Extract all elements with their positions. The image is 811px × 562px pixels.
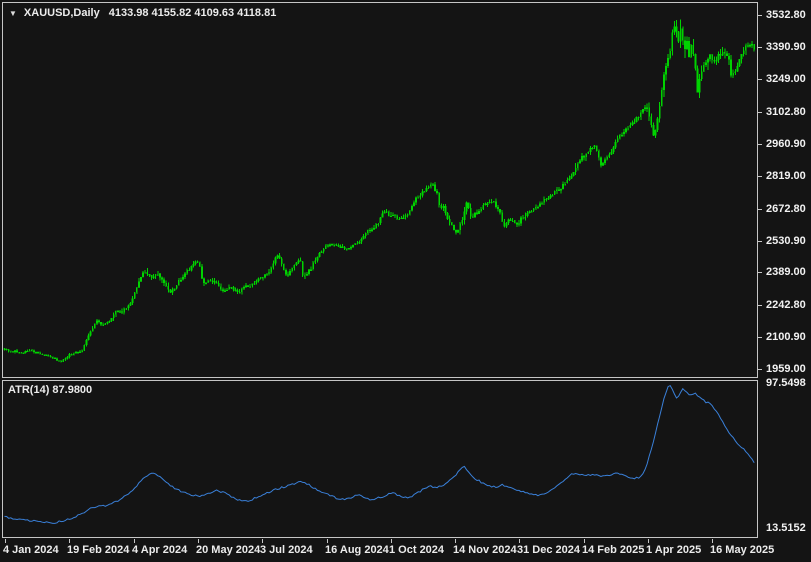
time-axis-label: 14 Feb 2025 bbox=[582, 544, 645, 556]
time-tick bbox=[134, 539, 135, 543]
atr-line-plot[interactable] bbox=[3, 381, 757, 537]
atr-min-label: 13.5152 bbox=[766, 522, 806, 534]
price-axis-label: 2819.00 bbox=[766, 170, 806, 182]
price-axis-label: 3249.00 bbox=[766, 73, 806, 85]
price-tick bbox=[757, 112, 762, 113]
time-axis-label: 1 Apr 2025 bbox=[646, 544, 702, 556]
atr-max-label: 97.5498 bbox=[766, 377, 806, 389]
ohlc-values: 4133.98 4155.82 4109.63 4118.81 bbox=[108, 7, 277, 19]
time-axis-label: 31 Dec 2024 bbox=[517, 544, 580, 556]
symbol-period-label: XAUUSD,Daily bbox=[23, 7, 100, 19]
atr-line bbox=[4, 384, 755, 524]
time-tick bbox=[712, 539, 713, 543]
time-tick bbox=[519, 539, 520, 543]
time-axis-label: 4 Apr 2024 bbox=[132, 544, 188, 556]
price-tick bbox=[757, 209, 762, 210]
candle-bodies bbox=[3, 26, 756, 363]
price-tick bbox=[757, 15, 762, 16]
time-tick bbox=[5, 539, 6, 543]
price-axis-label: 3390.90 bbox=[766, 41, 806, 53]
time-tick bbox=[69, 539, 70, 543]
time-scale[interactable]: 4 Jan 2024 19 Feb 2024 4 Apr 2024 20 May 20… bbox=[0, 538, 774, 562]
price-tick bbox=[757, 176, 762, 177]
main-chart-panel[interactable]: ▼ XAUUSD,Daily 4133.98 4155.82 4109.63 4… bbox=[2, 2, 758, 378]
price-axis-label: 2242.80 bbox=[766, 299, 806, 311]
price-axis-label: 3102.80 bbox=[766, 106, 806, 118]
price-tick bbox=[757, 337, 762, 338]
chart-title: ▼ XAUUSD,Daily 4133.98 4155.82 4109.63 4… bbox=[9, 7, 276, 19]
price-axis-label: 2960.90 bbox=[766, 138, 806, 150]
candle-wicks bbox=[4, 19, 755, 363]
time-axis-label: 19 Feb 2024 bbox=[67, 544, 130, 556]
time-tick bbox=[198, 539, 199, 543]
price-scale[interactable]: 97.5498 13.5152 3532.80 3390.90 3249.00 310… bbox=[757, 0, 811, 562]
time-axis-label: 14 Nov 2024 bbox=[453, 544, 517, 556]
chevron-down-icon[interactable]: ▼ bbox=[9, 8, 17, 18]
time-axis-label: 3 Jul 2024 bbox=[260, 544, 313, 556]
time-tick bbox=[327, 539, 328, 543]
time-tick bbox=[455, 539, 456, 543]
price-tick bbox=[757, 144, 762, 145]
atr-indicator-label: ATR(14) 87.9800 bbox=[8, 384, 93, 396]
time-axis-label: 1 Oct 2024 bbox=[389, 544, 445, 556]
time-tick bbox=[584, 539, 585, 543]
time-axis-label: 20 May 2024 bbox=[196, 544, 261, 556]
price-tick bbox=[757, 369, 762, 370]
candlestick-plot[interactable] bbox=[3, 3, 757, 377]
price-axis-label: 3532.80 bbox=[766, 9, 806, 21]
atr-indicator-panel[interactable]: ATR(14) 87.9800 bbox=[2, 380, 758, 538]
time-axis-label: 16 Aug 2024 bbox=[325, 544, 389, 556]
price-tick bbox=[757, 241, 762, 242]
price-axis-label: 2100.90 bbox=[766, 331, 806, 343]
price-axis-label: 2530.90 bbox=[766, 235, 806, 247]
time-axis-label: 4 Jan 2024 bbox=[3, 544, 59, 556]
price-axis-label: 2672.80 bbox=[766, 203, 806, 215]
price-axis-label: 1959.00 bbox=[766, 363, 806, 375]
time-tick bbox=[262, 539, 263, 543]
price-axis-label: 2389.00 bbox=[766, 266, 806, 278]
price-tick bbox=[757, 272, 762, 273]
price-tick bbox=[757, 305, 762, 306]
price-tick bbox=[757, 47, 762, 48]
time-tick bbox=[391, 539, 392, 543]
time-axis-label: 16 May 2025 bbox=[710, 544, 775, 556]
price-tick bbox=[757, 79, 762, 80]
time-tick bbox=[648, 539, 649, 543]
